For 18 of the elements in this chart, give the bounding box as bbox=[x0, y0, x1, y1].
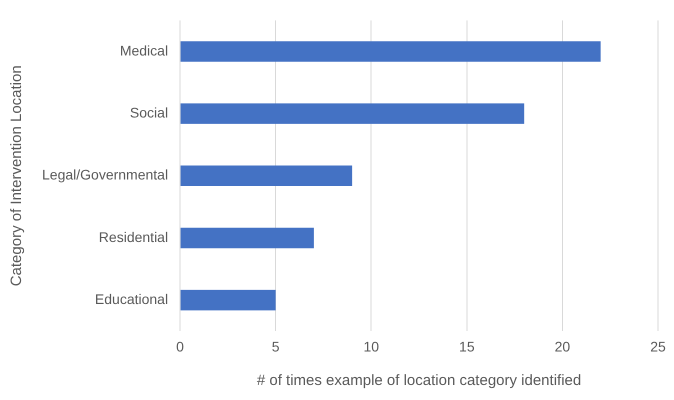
x-tick-label: 10 bbox=[363, 338, 380, 354]
bar bbox=[180, 290, 276, 310]
x-tick-label: 20 bbox=[554, 338, 570, 354]
y-axis-title: Category of Intervention Location bbox=[8, 65, 26, 286]
bar bbox=[180, 166, 352, 186]
x-axis-title: # of times example of location category identified bbox=[256, 372, 582, 390]
bar bbox=[180, 228, 314, 248]
x-tick-label: 15 bbox=[459, 338, 475, 354]
y-tick-label: Residential bbox=[98, 228, 168, 245]
y-tick-label: Social bbox=[130, 104, 168, 120]
x-tick-label: 0 bbox=[176, 338, 184, 354]
x-tick-label: 5 bbox=[272, 338, 280, 354]
y-tick-label: Medical bbox=[120, 42, 168, 58]
y-tick-label: Educational bbox=[94, 290, 168, 307]
bar bbox=[180, 103, 524, 124]
bar bbox=[180, 41, 601, 62]
y-tick-label: Legal/Governmental bbox=[42, 166, 168, 183]
x-tick-label: 25 bbox=[650, 338, 666, 354]
